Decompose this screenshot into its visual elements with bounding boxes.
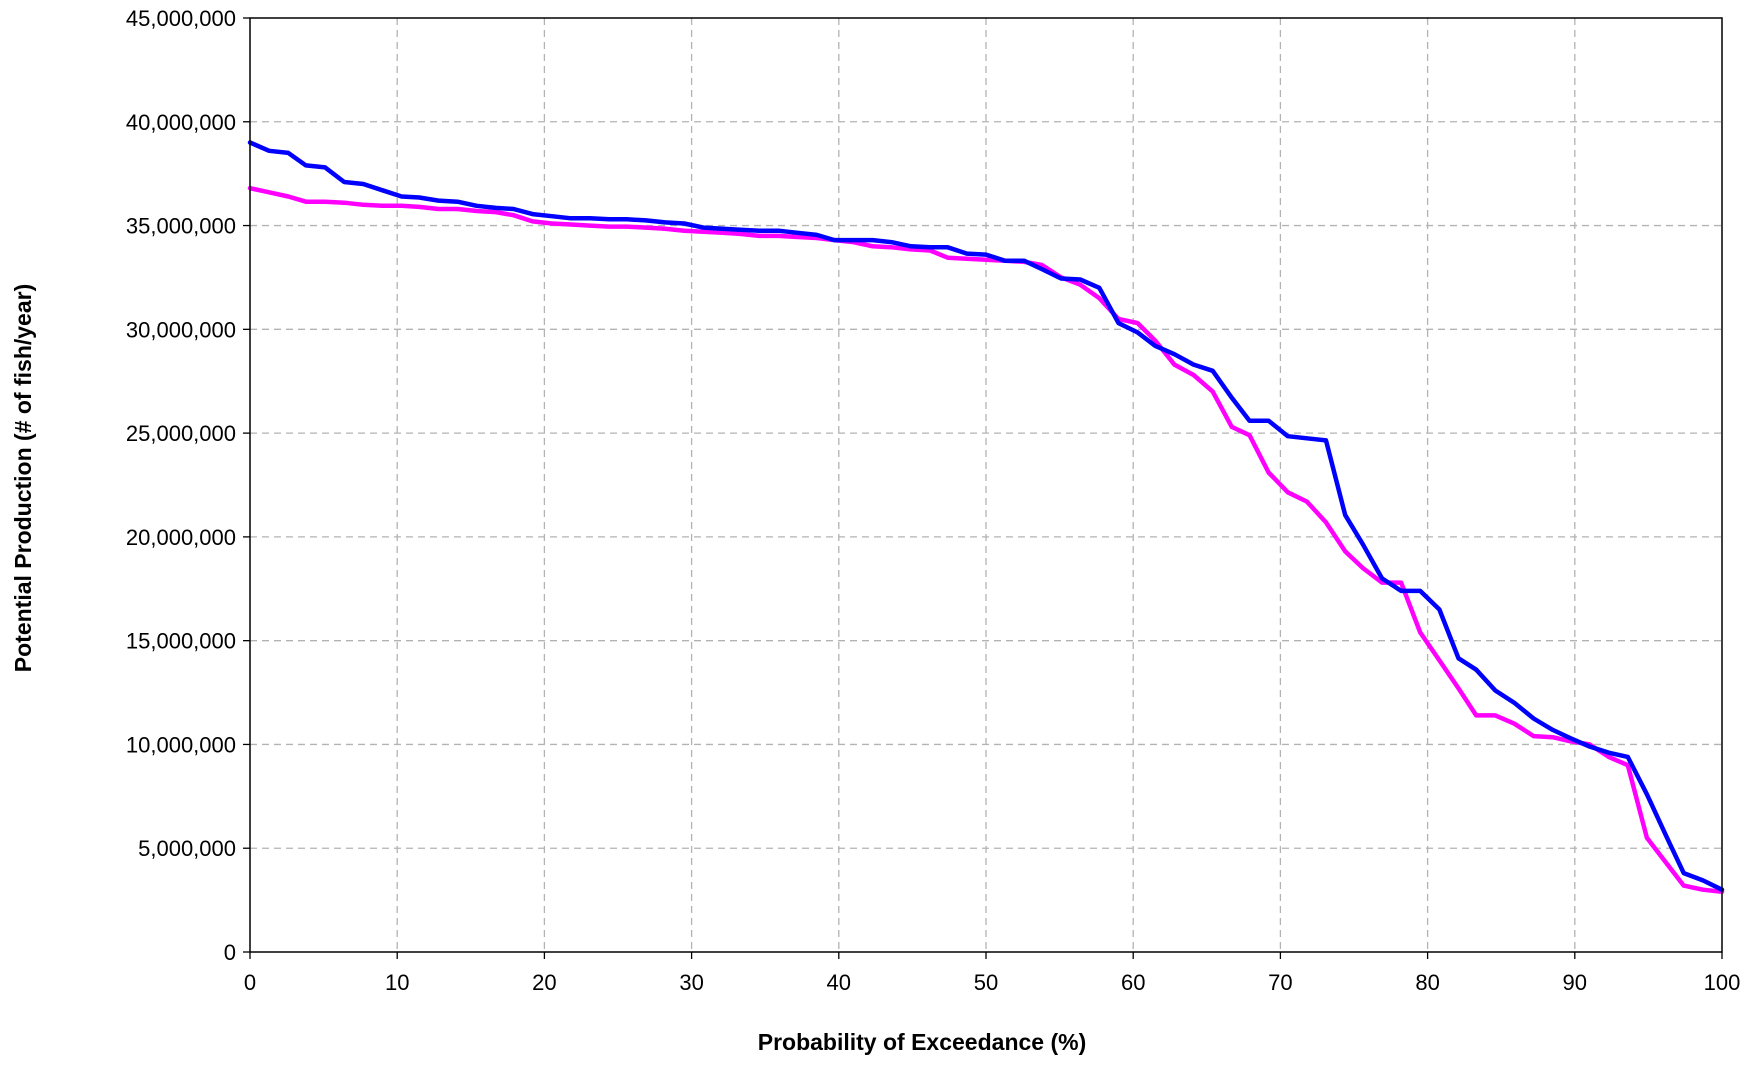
x-tick-label: 0 bbox=[244, 970, 256, 995]
y-tick-label: 5,000,000 bbox=[138, 836, 236, 861]
x-axis-tick-labels: 0 10 20 30 40 50 60 70 80 90 100 bbox=[244, 970, 1740, 995]
x-tick-label: 70 bbox=[1268, 970, 1292, 995]
y-tick-label: 10,000,000 bbox=[126, 732, 236, 757]
series-lines bbox=[247, 140, 1725, 895]
y-tick-label: 45,000,000 bbox=[126, 6, 236, 31]
y-axis-title: Potential Production (# of fish/year) bbox=[10, 284, 36, 672]
x-tick-label: 60 bbox=[1121, 970, 1145, 995]
x-tick-label: 40 bbox=[827, 970, 851, 995]
y-tick-label: 15,000,000 bbox=[126, 629, 236, 654]
y-tick-label: 25,000,000 bbox=[126, 421, 236, 446]
series-line-2 bbox=[247, 140, 1725, 892]
x-tick-label: 100 bbox=[1704, 970, 1741, 995]
x-tick-label: 50 bbox=[974, 970, 998, 995]
y-tick-label: 0 bbox=[224, 940, 236, 965]
y-tick-label: 35,000,000 bbox=[126, 214, 236, 239]
axis-ticks bbox=[243, 17, 1723, 959]
x-axis-title: Probability of Exceedance (%) bbox=[758, 1029, 1086, 1055]
x-tick-label: 10 bbox=[385, 970, 409, 995]
x-tick-label: 90 bbox=[1563, 970, 1587, 995]
y-axis-tick-labels: 0 5,000,000 10,000,000 15,000,000 20,000,000… bbox=[126, 6, 236, 965]
x-tick-label: 30 bbox=[679, 970, 703, 995]
y-tick-label: 30,000,000 bbox=[126, 317, 236, 342]
y-tick-label: 20,000,000 bbox=[126, 525, 236, 550]
y-tick-label: 40,000,000 bbox=[126, 110, 236, 135]
x-tick-label: 80 bbox=[1415, 970, 1439, 995]
x-tick-label: 20 bbox=[532, 970, 556, 995]
grid-lines bbox=[250, 18, 1722, 952]
series-line-1 bbox=[247, 185, 1725, 895]
